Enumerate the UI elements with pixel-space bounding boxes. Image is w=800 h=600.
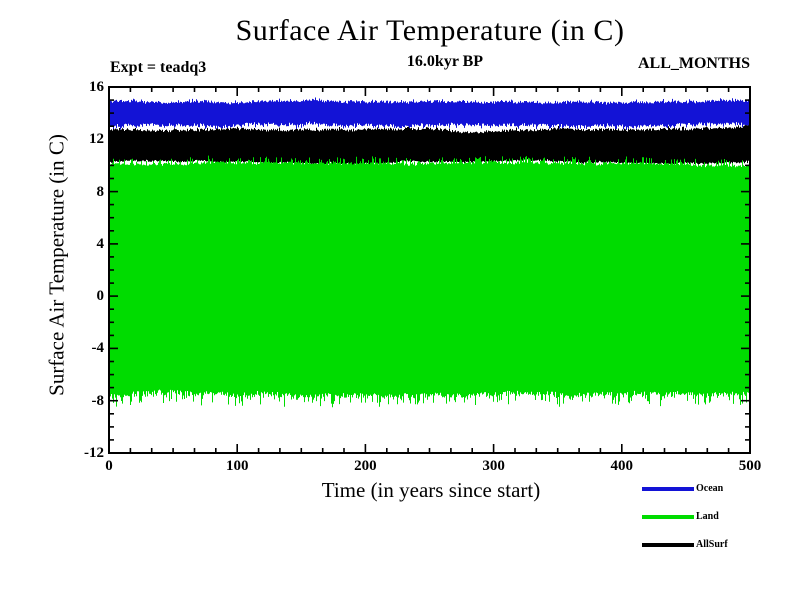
series-allsurf-band [109,125,750,166]
x-tick-label: 100 [225,458,249,474]
chart-title: Surface Air Temperature (in C) [235,14,625,47]
experiment-label: Expt = teadq3 [110,59,207,76]
y-tick-label: 8 [96,183,105,200]
y-tick-label: 12 [89,131,104,148]
legend-line-land [642,515,694,519]
axis-ticks [108,86,751,454]
series-land-band [109,155,750,408]
legend-label-ocean: Ocean [696,483,724,494]
y-tick-label: 16 [89,79,104,95]
x-tick-label: 0 [105,458,113,474]
y-tick-label: 0 [96,288,105,305]
months-label: ALL_MONTHS [637,55,750,72]
legend-line-allsurf [642,543,694,547]
epoch-label: 16.0kyr BP [406,53,484,70]
y-tick-label: -4 [91,340,105,357]
x-tick-label: 300 [482,458,505,474]
y-tick-label: 4 [96,235,105,252]
x-axis-title: Time (in years since start) [321,478,541,502]
series-ocean-band [109,97,750,131]
legend-label-land: Land [696,511,719,522]
x-tick-label: 500 [738,458,762,474]
legend-line-ocean [642,487,694,491]
x-tick-label: 400 [610,458,634,474]
x-tick-label: 200 [354,458,377,474]
legend-label-allsurf: AllSurf [696,539,728,550]
y-tick-label: -12 [84,445,104,461]
y-tick-label: -8 [91,392,105,409]
